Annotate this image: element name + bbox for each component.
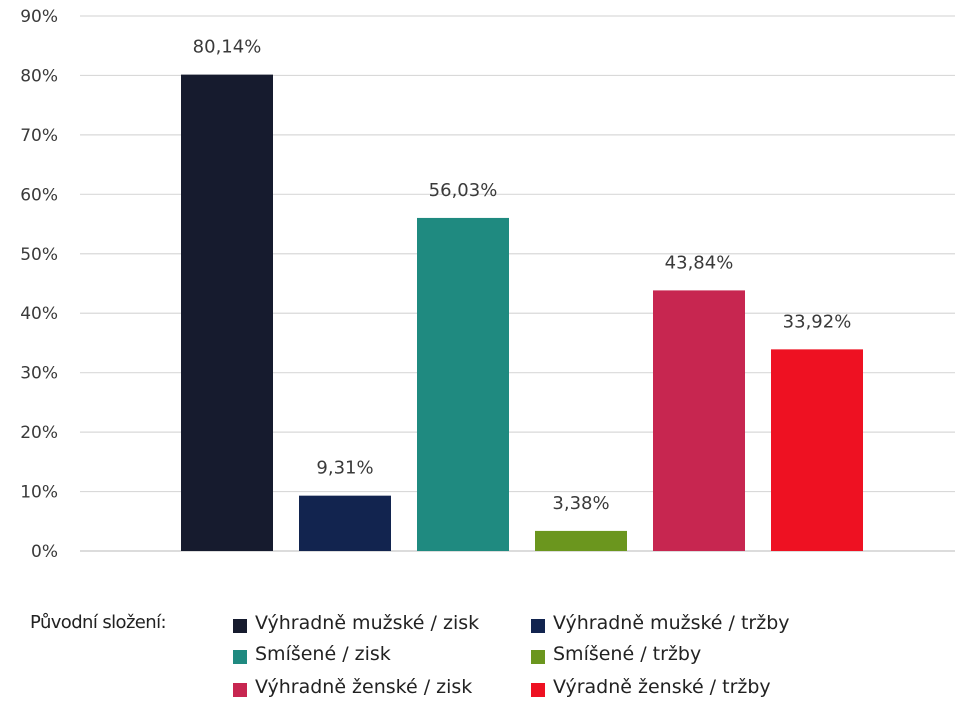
- data-label: 56,03%: [429, 180, 498, 201]
- bar: [653, 290, 745, 551]
- legend-label: Výhradně mužské / zisk: [255, 612, 480, 634]
- legend-swatch: [233, 619, 247, 633]
- y-tick-label: 80%: [20, 66, 58, 86]
- bars: [181, 74, 863, 552]
- data-label: 9,31%: [316, 458, 373, 479]
- legend: Původní složení: Výhradně mužské / zisk V…: [0, 598, 968, 703]
- legend-swatch: [531, 619, 545, 633]
- bar: [181, 74, 273, 552]
- legend-label: Smíšené / zisk: [255, 643, 391, 665]
- legend-swatch: [531, 683, 545, 697]
- y-tick-label: 20%: [20, 423, 58, 443]
- legend-swatch: [531, 650, 545, 664]
- data-label: 80,14%: [193, 37, 262, 58]
- bar: [417, 217, 509, 551]
- legend-title: Původní složení:: [30, 612, 167, 633]
- y-tick-label: 70%: [20, 126, 58, 146]
- bar: [299, 495, 391, 551]
- y-tick-label: 10%: [20, 483, 58, 503]
- data-label: 43,84%: [665, 252, 734, 273]
- data-label: 3,38%: [552, 493, 609, 514]
- legend-swatch: [233, 650, 247, 664]
- legend-swatch: [233, 683, 247, 697]
- y-tick-label: 30%: [20, 364, 58, 384]
- legend-label: Výradně ženské / tržby: [553, 676, 771, 698]
- data-label: 33,92%: [783, 311, 852, 332]
- data-labels: 80,14% 9,31% 56,03% 3,38% 43,84% 33,92%: [193, 37, 852, 514]
- bar: [771, 349, 863, 551]
- y-tick-label: 0%: [31, 542, 58, 562]
- legend-label: Výhradně ženské / zisk: [255, 676, 473, 698]
- y-tick-label: 90%: [20, 7, 58, 27]
- bar-chart: 0% 10% 20% 30% 40% 50% 60% 70% 80% 90% 80,14% 9,31…: [20, 7, 955, 562]
- y-axis-tick-labels: 0% 10% 20% 30% 40% 50% 60% 70% 80% 90%: [20, 7, 58, 562]
- bar: [535, 530, 627, 551]
- y-tick-label: 60%: [20, 185, 58, 205]
- legend-label: Smíšené / tržby: [553, 643, 702, 665]
- legend-label: Výhradně mužské / tržby: [553, 612, 790, 634]
- y-tick-label: 40%: [20, 304, 58, 324]
- y-tick-label: 50%: [20, 245, 58, 265]
